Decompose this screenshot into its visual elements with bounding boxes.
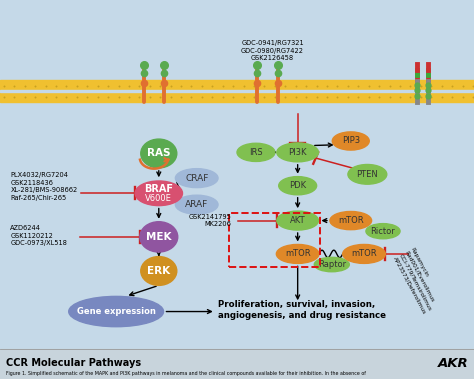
Text: mTOR: mTOR [351,249,377,258]
Text: PI3K: PI3K [288,148,307,157]
Circle shape [141,257,177,285]
Ellipse shape [332,132,369,150]
Circle shape [141,139,177,168]
Text: PIP3: PIP3 [342,136,360,146]
Bar [0,90,474,92]
Ellipse shape [277,211,319,230]
Bar [0,349,474,379]
Circle shape [140,222,178,252]
Text: Raptor: Raptor [318,260,346,269]
Ellipse shape [330,211,372,230]
Ellipse shape [237,143,275,161]
Text: IRS: IRS [249,148,263,157]
Text: V600E: V600E [146,194,172,203]
Text: ERK: ERK [147,266,170,276]
Ellipse shape [276,244,319,263]
Ellipse shape [277,143,319,162]
Text: ARAF: ARAF [185,200,209,209]
Text: AKT: AKT [290,216,305,225]
Ellipse shape [279,177,317,195]
Text: PLX4032/RG7204
GSK2118436
XL-281/BMS-908662
Raf-265/Chir-265: PLX4032/RG7204 GSK2118436 XL-281/BMS-908… [10,172,78,201]
Text: Proliferation, survival, invasion,
angiogenesis, and drug resistance: Proliferation, survival, invasion, angio… [218,300,386,320]
Text: CCR Molecular Pathways: CCR Molecular Pathways [6,358,141,368]
Bar [0,80,474,91]
Bar [0,92,474,102]
Text: PTEN: PTEN [356,170,378,179]
Text: Rapamycin
Rad001/Everolimus
CCI-779/Temsirolimus
AP23573/Deferolimus: Rapamycin Rad001/Everolimus CCI-779/Tems… [392,247,444,315]
Ellipse shape [135,181,182,205]
Text: GSK2141795
MK2206: GSK2141795 MK2206 [189,214,231,227]
Text: © 2011 American Association for Cancer Research: © 2011 American Association for Cancer R… [314,362,467,367]
Ellipse shape [314,257,349,272]
Text: Rictor: Rictor [371,227,395,236]
Text: mTOR: mTOR [338,216,364,225]
Text: PDK: PDK [289,181,306,190]
Ellipse shape [69,296,164,327]
Ellipse shape [343,244,385,263]
Text: Gene expression: Gene expression [77,307,155,316]
Text: Figure 1. Simplified schematic of the MAPK and PI3K pathways in melanoma and the: Figure 1. Simplified schematic of the MA… [6,371,365,376]
Ellipse shape [175,169,218,188]
Ellipse shape [366,224,400,239]
Text: GDC-0941/RG7321
GDC-0980/RG7422
GSK2126458: GDC-0941/RG7321 GDC-0980/RG7422 GSK21264… [241,41,304,61]
Text: BRAF: BRAF [144,184,173,194]
Text: AZD6244
GSK1120212
GDC-0973/XL518: AZD6244 GSK1120212 GDC-0973/XL518 [10,225,67,246]
Text: MEK: MEK [146,232,172,242]
Ellipse shape [175,195,218,214]
Text: mTOR: mTOR [285,249,310,258]
Ellipse shape [348,164,387,184]
Text: RAS: RAS [147,149,171,158]
Text: AKR: AKR [438,357,468,370]
Text: CRAF: CRAF [185,174,209,183]
